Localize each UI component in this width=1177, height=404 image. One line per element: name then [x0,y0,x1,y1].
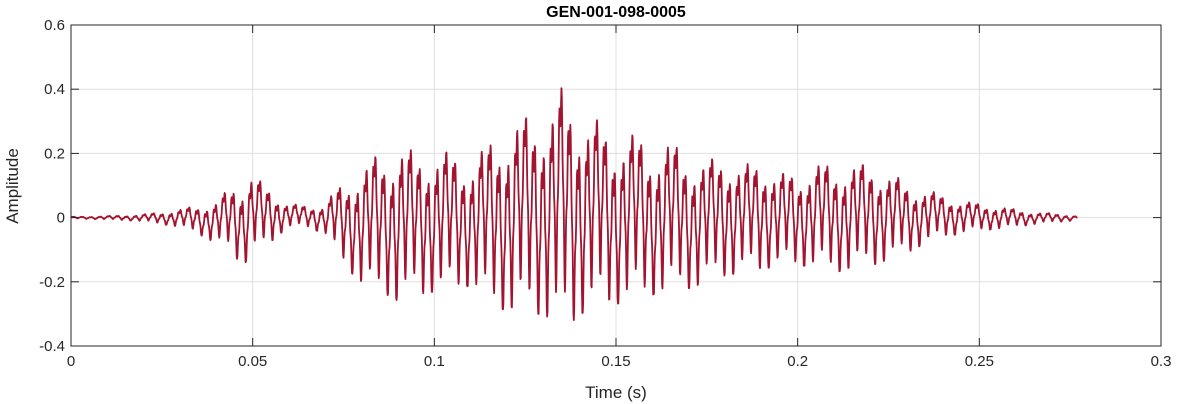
x-tick-label: 0.15 [601,353,630,370]
x-axis-label: Time (s) [585,383,647,402]
x-tick-label: 0.25 [965,353,994,370]
tick-marks [70,24,1162,347]
y-tick-label: 0.6 [44,17,65,34]
x-tick-labels: 0 0.05 0.1 0.15 0.2 0.25 0.3 [67,353,1172,370]
y-tick-label: 0 [57,210,65,227]
y-tick-label: 0.2 [44,145,65,162]
x-tick-label: 0 [67,353,75,370]
x-tick-label: 0.05 [238,353,267,370]
signal-trace-group [70,87,1078,321]
chart-title: GEN-001-098-0005 [546,4,686,21]
x-tick-label: 0.1 [424,353,445,370]
x-tick-label: 0.2 [787,353,808,370]
signal-trace [70,87,1078,321]
y-tick-label: -0.2 [39,274,65,291]
y-tick-labels: -0.4 -0.2 0 0.2 0.4 0.6 [39,17,65,355]
y-axis-label: Amplitude [3,148,22,224]
y-tick-label: -0.4 [39,338,65,355]
y-tick-label: 0.4 [44,81,65,98]
x-tick-label: 0.3 [1151,353,1172,370]
